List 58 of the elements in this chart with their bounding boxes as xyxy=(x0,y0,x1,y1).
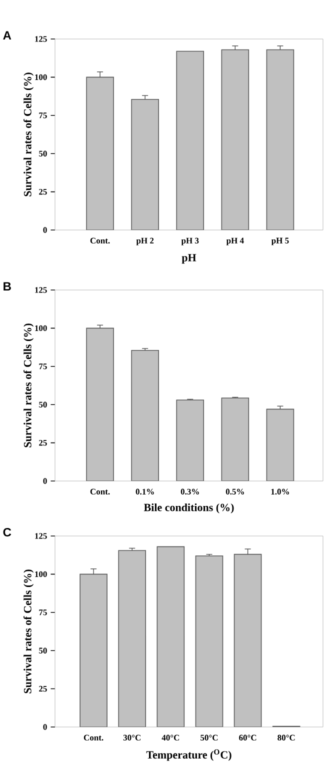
x-tick-label: 60°C xyxy=(239,734,256,741)
bar xyxy=(80,574,108,727)
y-axis-title: Survival rates of Cells (%) xyxy=(23,570,34,694)
x-axis-title: pH xyxy=(182,254,196,264)
x-axis-title: Bile conditions (%) xyxy=(144,503,234,514)
x-tick-label: pH 5 xyxy=(271,238,289,246)
y-tick-label: 0 xyxy=(43,724,47,730)
x-tick-label: pH 4 xyxy=(226,238,244,246)
y-tick-label: 125 xyxy=(35,36,47,42)
bar xyxy=(131,350,159,481)
x-tick-label: Cont. xyxy=(84,734,104,741)
bar xyxy=(221,398,250,481)
x-tick-label: 30°C xyxy=(123,734,140,741)
y-tick-label: 100 xyxy=(35,325,47,332)
chart-title: A xyxy=(3,31,12,40)
y-tick-label: 0 xyxy=(43,478,47,484)
bar xyxy=(157,546,184,727)
x-tick-label: pH 2 xyxy=(136,238,154,246)
x-tick-label: Cont. xyxy=(90,488,110,495)
x-tick-label: Cont. xyxy=(90,238,110,244)
bar xyxy=(176,50,204,230)
y-tick-label: 0 xyxy=(43,227,47,233)
x-tick-label: 40°C xyxy=(162,734,180,741)
x-tick-label: 0.5% xyxy=(226,488,244,495)
y-tick-label: 75 xyxy=(39,364,47,370)
bar xyxy=(86,76,114,230)
bar xyxy=(266,408,294,481)
bar xyxy=(196,556,223,727)
y-tick-label: 75 xyxy=(39,112,47,118)
bar xyxy=(234,554,262,727)
bar xyxy=(86,328,114,481)
y-tick-label: 125 xyxy=(35,533,47,539)
x-tick-label: 0.1% xyxy=(136,488,154,495)
y-tick-label: 100 xyxy=(35,571,47,578)
y-tick-label: 25 xyxy=(39,440,47,446)
x-tick-label: 50°C xyxy=(200,734,218,741)
y-tick-label: 50 xyxy=(39,648,47,654)
x-tick-label: pH 3 xyxy=(181,238,199,246)
x-tick-label: 80°C xyxy=(278,734,295,741)
y-axis-title: Survival rates of Cells (%) xyxy=(23,324,34,448)
y-tick-label: 125 xyxy=(35,287,47,293)
bar xyxy=(118,550,146,727)
x-tick-label: 1.0% xyxy=(271,488,289,495)
bar xyxy=(131,98,159,230)
y-axis-title: Survival rates of Cells (%) xyxy=(23,72,34,196)
x-axis-title: Temperature ($^{O}$C) xyxy=(146,749,232,761)
chart-title: B xyxy=(4,282,11,290)
bar xyxy=(266,49,294,230)
y-tick-label: 75 xyxy=(39,610,47,616)
chart-title: C xyxy=(3,528,12,536)
y-tick-label: 100 xyxy=(35,74,47,80)
y-tick-label: 50 xyxy=(39,402,47,408)
y-tick-label: 50 xyxy=(39,150,47,156)
bar xyxy=(176,400,204,481)
y-tick-label: 25 xyxy=(39,188,47,195)
x-tick-label: 0.3% xyxy=(180,488,199,495)
y-tick-label: 25 xyxy=(39,686,47,692)
bar xyxy=(221,49,250,230)
